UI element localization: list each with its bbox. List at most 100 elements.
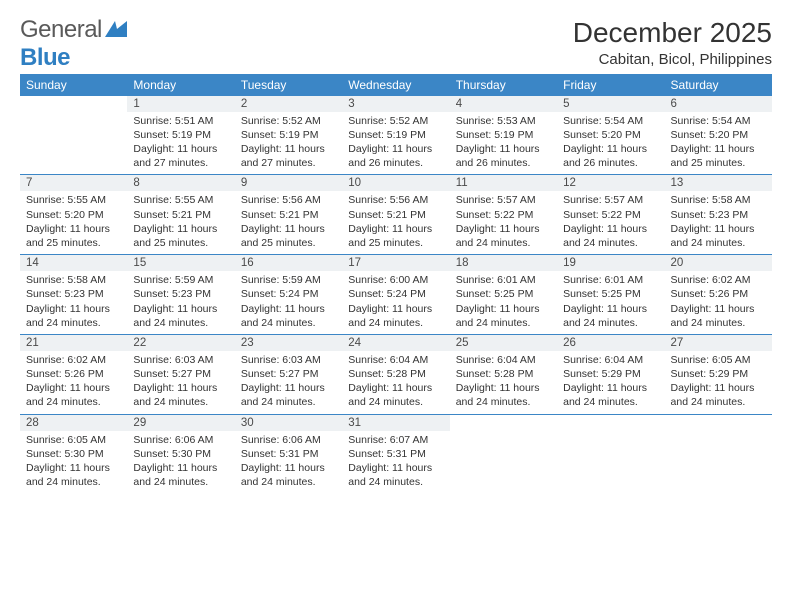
day-content-cell: Sunrise: 6:01 AMSunset: 5:25 PMDaylight:… [557, 271, 664, 334]
sunrise-text: Sunrise: 5:59 AM [241, 273, 336, 287]
day-content-cell: Sunrise: 6:03 AMSunset: 5:27 PMDaylight:… [235, 351, 342, 414]
daylight-text: Daylight: 11 hours and 24 minutes. [26, 381, 121, 409]
day-content-cell: Sunrise: 6:07 AMSunset: 5:31 PMDaylight:… [342, 431, 449, 494]
day-number-cell: 29 [127, 414, 234, 431]
sunrise-text: Sunrise: 5:53 AM [456, 114, 551, 128]
daynum-row: 21222324252627 [20, 334, 772, 351]
location-text: Cabitan, Bicol, Philippines [573, 51, 772, 68]
title-block: December 2025 Cabitan, Bicol, Philippine… [573, 18, 772, 68]
day-number-cell: 30 [235, 414, 342, 431]
sunrise-text: Sunrise: 5:59 AM [133, 273, 228, 287]
sunrise-text: Sunrise: 5:55 AM [26, 193, 121, 207]
day-number-cell: 24 [342, 334, 449, 351]
weekday-header: Friday [557, 74, 664, 96]
sunrise-text: Sunrise: 5:54 AM [671, 114, 766, 128]
weekday-header: Monday [127, 74, 234, 96]
daylight-text: Daylight: 11 hours and 24 minutes. [241, 381, 336, 409]
day-number-cell: 27 [665, 334, 772, 351]
sunset-text: Sunset: 5:23 PM [671, 208, 766, 222]
day-content-cell: Sunrise: 5:51 AMSunset: 5:19 PMDaylight:… [127, 112, 234, 175]
sunrise-text: Sunrise: 6:00 AM [348, 273, 443, 287]
day-content-cell: Sunrise: 6:05 AMSunset: 5:30 PMDaylight:… [20, 431, 127, 494]
calendar-page: GeneralBlue December 2025 Cabitan, Bicol… [0, 0, 792, 493]
day-number-cell [557, 414, 664, 431]
day-number-cell: 16 [235, 255, 342, 272]
day-content-cell: Sunrise: 5:58 AMSunset: 5:23 PMDaylight:… [20, 271, 127, 334]
sunrise-text: Sunrise: 6:07 AM [348, 433, 443, 447]
day-content-cell: Sunrise: 6:06 AMSunset: 5:30 PMDaylight:… [127, 431, 234, 494]
day-number-cell: 13 [665, 175, 772, 192]
sunset-text: Sunset: 5:30 PM [133, 447, 228, 461]
day-content-cell: Sunrise: 6:05 AMSunset: 5:29 PMDaylight:… [665, 351, 772, 414]
sunrise-text: Sunrise: 5:57 AM [563, 193, 658, 207]
sunset-text: Sunset: 5:20 PM [563, 128, 658, 142]
day-content-cell [665, 431, 772, 494]
day-number-cell: 26 [557, 334, 664, 351]
content-row: Sunrise: 5:51 AM Sunset: 5:19 PM Daylight:… [20, 112, 772, 175]
sunrise-text: Sunrise: 6:01 AM [456, 273, 551, 287]
sunrise-text: Sunrise: 6:06 AM [133, 433, 228, 447]
daynum-row: 123456 [20, 96, 772, 112]
daylight-text: Daylight: 11 hours and 25 minutes. [133, 222, 228, 250]
day-number-cell [665, 414, 772, 431]
content-row: Sunrise: 5:58 AMSunset: 5:23 PMDaylight:… [20, 271, 772, 334]
sunset-text: Sunset: 5:30 PM [26, 447, 121, 461]
day-number-cell: 10 [342, 175, 449, 192]
day-number-cell: 2 [235, 96, 342, 112]
day-content-cell: Sunrise: 5:54 AMSunset: 5:20 PMDaylight:… [557, 112, 664, 175]
sunset-text: Sunset: 5:24 PM [241, 287, 336, 301]
calendar-body: 123456 Sunrise: 5:51 AM Sunset: 5:19 PM Day… [20, 96, 772, 493]
daynum-row: 28293031 [20, 414, 772, 431]
sunrise-text: Sunrise: 5:51 AM [133, 114, 228, 128]
day-number-cell [450, 414, 557, 431]
day-content-cell [450, 431, 557, 494]
day-content-cell: Sunrise: 5:59 AMSunset: 5:23 PMDaylight:… [127, 271, 234, 334]
day-number-cell: 4 [450, 96, 557, 112]
sunrise-text: Sunrise: 5:57 AM [456, 193, 551, 207]
sunset-text: Sunset: 5:21 PM [133, 208, 228, 222]
daylight-text: Daylight: 11 hours and 24 minutes. [241, 302, 336, 330]
day-content-cell: Sunrise: 5:57 AMSunset: 5:22 PMDaylight:… [557, 191, 664, 254]
day-number-cell: 20 [665, 255, 772, 272]
daylight-text: Daylight: 11 hours and 24 minutes. [563, 302, 658, 330]
day-content-cell [557, 431, 664, 494]
daylight-text: Daylight: 11 hours and 25 minutes. [671, 142, 766, 170]
brand-mark-icon [105, 16, 127, 43]
sunrise-text: Sunrise: 6:05 AM [671, 353, 766, 367]
sunset-text: Sunset: 5:21 PM [348, 208, 443, 222]
day-content-cell: Sunrise: 6:02 AMSunset: 5:26 PMDaylight:… [665, 271, 772, 334]
day-content-cell: Sunrise: 5:53 AMSunset: 5:19 PMDaylight:… [450, 112, 557, 175]
sunrise-text: Sunrise: 5:56 AM [348, 193, 443, 207]
day-number-cell: 9 [235, 175, 342, 192]
sunset-text: Sunset: 5:21 PM [241, 208, 336, 222]
daylight-text: Daylight: 11 hours and 26 minutes. [456, 142, 551, 170]
day-content-cell: Sunrise: 6:04 AMSunset: 5:29 PMDaylight:… [557, 351, 664, 414]
daylight-text: Daylight: 11 hours and 24 minutes. [671, 302, 766, 330]
day-content-cell: Sunrise: 6:02 AMSunset: 5:26 PMDaylight:… [20, 351, 127, 414]
sunset-text: Sunset: 5:24 PM [348, 287, 443, 301]
day-number-cell: 22 [127, 334, 234, 351]
sunrise-text: Sunrise: 6:03 AM [133, 353, 228, 367]
daylight-text: Daylight: 11 hours and 24 minutes. [671, 381, 766, 409]
brand-logo: GeneralBlue [20, 18, 127, 66]
daylight-text: Daylight: 11 hours and 24 minutes. [348, 302, 443, 330]
day-number-cell: 21 [20, 334, 127, 351]
sunrise-text: Sunrise: 6:06 AM [241, 433, 336, 447]
sunset-text: Sunset: 5:28 PM [456, 367, 551, 381]
day-number-cell: 31 [342, 414, 449, 431]
daylight-text: Daylight: 11 hours and 24 minutes. [26, 461, 121, 489]
sunrise-text: Sunrise: 6:05 AM [26, 433, 121, 447]
daylight-text: Daylight: 11 hours and 24 minutes. [563, 222, 658, 250]
sunrise-text: Sunrise: 5:58 AM [26, 273, 121, 287]
sunrise-text: Sunrise: 5:52 AM [348, 114, 443, 128]
sunrise-text: Sunrise: 5:56 AM [241, 193, 336, 207]
daylight-text: Daylight: 11 hours and 25 minutes. [241, 222, 336, 250]
day-number-cell: 5 [557, 96, 664, 112]
daynum-row: 78910111213 [20, 175, 772, 192]
day-number-cell: 18 [450, 255, 557, 272]
sunset-text: Sunset: 5:19 PM [241, 128, 336, 142]
daylight-text: Daylight: 11 hours and 27 minutes. [133, 142, 228, 170]
content-row: Sunrise: 6:02 AMSunset: 5:26 PMDaylight:… [20, 351, 772, 414]
day-content-cell: Sunrise: 5:55 AMSunset: 5:21 PMDaylight:… [127, 191, 234, 254]
day-number-cell: 11 [450, 175, 557, 192]
